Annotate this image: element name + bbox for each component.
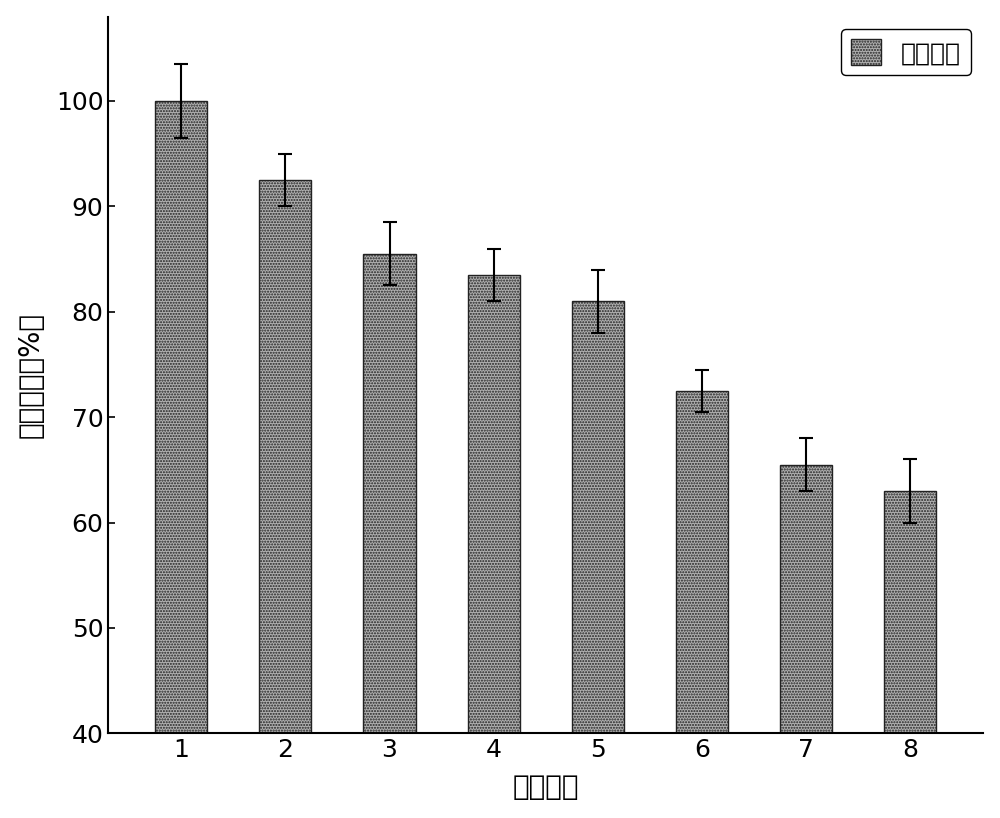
Y-axis label: 相对酶活（%）: 相对酶活（%） — [17, 312, 45, 438]
Bar — [572, 301, 624, 734]
Bar — [468, 275, 520, 734]
Bar — [363, 254, 416, 734]
Bar — [259, 180, 311, 734]
X-axis label: 循环次数: 循环次数 — [513, 773, 579, 802]
Legend: 固定化酶: 固定化酶 — [841, 29, 971, 75]
Bar — [676, 391, 728, 734]
Bar — [780, 465, 832, 734]
Bar — [884, 491, 936, 734]
Bar — [155, 101, 207, 734]
